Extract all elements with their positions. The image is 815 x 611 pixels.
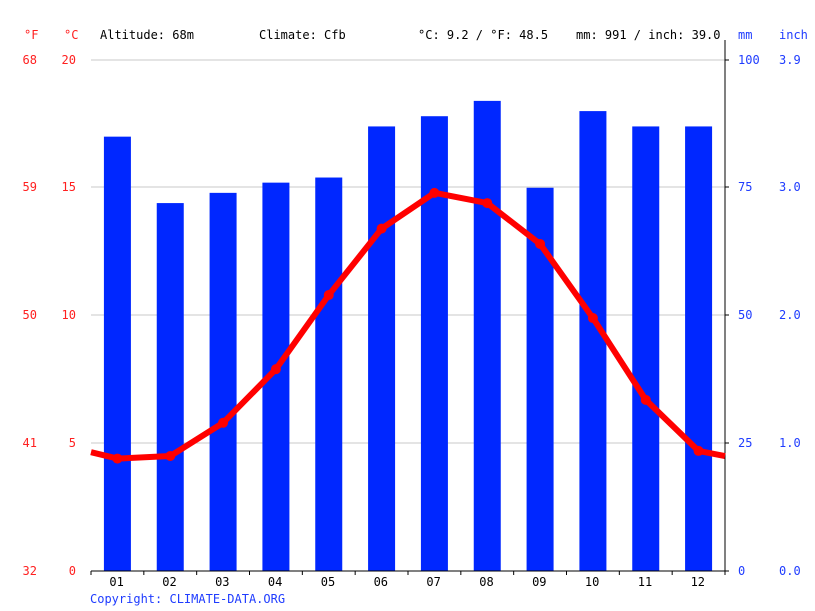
precipitation-bar (315, 177, 343, 571)
inch-tick-label: 0.0 (779, 564, 801, 578)
temperature-point (112, 453, 123, 464)
month-label: 01 (109, 575, 124, 589)
inch-unit-label: inch (779, 28, 808, 42)
precipitation-total-label: mm: 991 / inch: 39.0 (576, 28, 721, 42)
month-label: 02 (162, 575, 177, 589)
precipitation-bar (209, 192, 237, 572)
mm-tick-label: 50 (738, 308, 753, 322)
precipitation-bar (156, 203, 184, 571)
precipitation-bar (420, 116, 448, 572)
temperature-average-label: °C: 9.2 / °F: 48.5 (418, 28, 549, 42)
inch-tick-label: 3.9 (779, 53, 801, 67)
mm-tick-label: 0 (738, 564, 746, 578)
temperature-point (165, 451, 176, 462)
temperature-point (587, 313, 598, 324)
climate-label: Climate: Cfb (259, 28, 346, 42)
precipitation-bar (473, 100, 501, 571)
altitude-label: Altitude: 68m (100, 28, 194, 42)
mm-tick-label: 25 (738, 436, 753, 450)
mm-tick-label: 75 (738, 180, 753, 194)
celsius-tick-label: 5 (68, 436, 76, 450)
inch-tick-label: 1.0 (779, 436, 801, 450)
month-label: 03 (215, 575, 230, 589)
month-label: 09 (532, 575, 547, 589)
fahrenheit-tick-label: 41 (22, 436, 37, 450)
fahrenheit-tick-label: 59 (22, 180, 37, 194)
month-label: 11 (637, 575, 653, 589)
fahrenheit-unit-label: °F (24, 28, 39, 42)
mm-unit-label: mm (738, 28, 753, 42)
inch-tick-label: 3.0 (779, 180, 801, 194)
temperature-line (90, 189, 726, 462)
month-label: 06 (373, 575, 389, 589)
celsius-tick-label: 20 (61, 53, 76, 67)
temperature-point (535, 238, 546, 249)
month-label: 04 (267, 575, 283, 589)
celsius-tick-label: 0 (68, 564, 76, 578)
precipitation-bar (103, 136, 131, 571)
celsius-tick-label: 10 (61, 308, 76, 322)
temperature-point (429, 187, 440, 198)
mm-tick-label: 100 (738, 53, 760, 67)
precipitation-bar (685, 126, 713, 572)
temperature-point (376, 223, 387, 234)
temperature-point (640, 394, 651, 405)
month-label: 07 (426, 575, 441, 589)
month-label: 05 (320, 575, 336, 589)
celsius-tick-label: 15 (61, 180, 76, 194)
temperature-point (218, 417, 229, 428)
fahrenheit-tick-label: 68 (22, 53, 37, 67)
month-label: 08 (479, 575, 494, 589)
fahrenheit-tick-label: 50 (22, 308, 37, 322)
celsius-unit-label: °C (64, 28, 79, 42)
precipitation-bar (579, 111, 607, 571)
month-label: 12 (690, 575, 706, 589)
temperature-point (693, 445, 704, 456)
temperature-point (482, 198, 493, 209)
copyright-link[interactable]: Copyright: CLIMATE-DATA.ORG (90, 592, 286, 606)
temperature-point (270, 364, 281, 375)
fahrenheit-tick-label: 32 (22, 564, 37, 578)
temperature-point (323, 290, 334, 301)
precipitation-bar (632, 126, 660, 572)
inch-tick-label: 2.0 (779, 308, 801, 322)
precipitation-bar (368, 126, 396, 572)
month-label: 10 (584, 575, 600, 589)
